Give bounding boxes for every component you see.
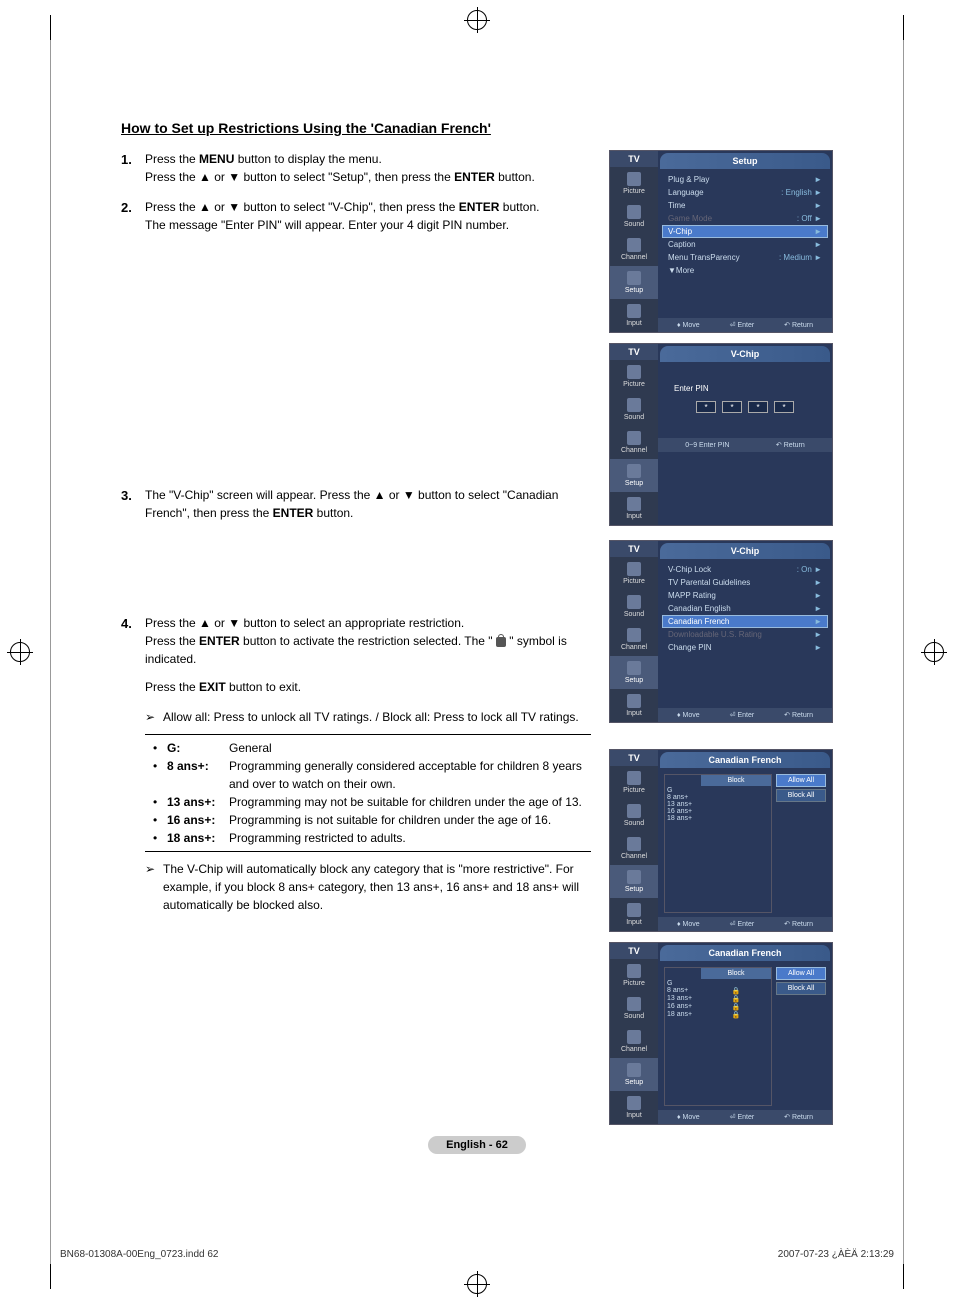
osd-vchip-menu: TV Picture Sound Channel Setup Input V-C… [609,540,833,723]
osd-rating-row: 8 ans+🔒 [665,987,771,995]
block-all-button[interactable]: Block All [776,789,826,802]
lock-icon [496,637,506,647]
osd-rating-row: 16 ans+ [665,808,771,815]
osd-menu-item: Game Mode: Off ► [662,212,828,225]
note-allow-block: ➢ Allow all: Press to unlock all TV rati… [145,708,591,726]
osd-menu-item: MAPP Rating ► [662,589,828,602]
page-number: English - 62 [51,1136,903,1154]
osd-menu-item: Menu TransParency: Medium ► [662,251,828,264]
registration-mark [924,642,944,662]
allow-all-button[interactable]: Allow All [776,774,826,787]
osd-menu-item: Caption ► [662,238,828,251]
osd-rating-row: 18 ans+ [665,815,771,822]
block-all-button[interactable]: Block All [776,982,826,995]
osd-menu-item: Language: English ► [662,186,828,199]
osd-setup: TV Picture Sound Channel Setup Input Set… [609,150,833,333]
osd-menu-item: Time ► [662,199,828,212]
ratings-definitions: •G:General •8 ans+:Programming generally… [145,734,591,852]
registration-mark [10,642,30,662]
step-4: 4. Press the ▲ or ▼ button to select an … [121,614,591,696]
step-3: 3. The "V-Chip" screen will appear. Pres… [121,486,591,522]
osd-menu-item: Canadian English ► [662,602,828,615]
registration-mark [467,10,487,30]
section-title: How to Set up Restrictions Using the 'Ca… [121,120,833,136]
step-1: 1. Press the MENU button to display the … [121,150,591,186]
osd-canadian-french: TV Picture Sound Channel Setup Input Can… [609,749,833,932]
osd-rating-row: 13 ans+ [665,801,771,808]
osd-enter-pin: TV Picture Sound Channel Setup Input V-C… [609,343,833,526]
osd-rating-row: G [665,787,771,794]
note-cascade: ➢ The V-Chip will automatically block an… [145,860,591,914]
osd-menu-item: V-Chip ► [662,225,828,238]
osd-screenshots-column: TV Picture Sound Channel Setup Input Set… [609,150,833,1135]
page-frame: How to Set up Restrictions Using the 'Ca… [50,40,904,1264]
osd-rating-row: 16 ans+🔒 [665,1003,771,1011]
osd-menu-item: TV Parental Guidelines ► [662,576,828,589]
osd-canadian-french-locked: TV Picture Sound Channel Setup Input Can… [609,942,833,1125]
instructions-column: 1. Press the MENU button to display the … [121,150,591,1135]
step-2: 2. Press the ▲ or ▼ button to select "V-… [121,198,591,234]
allow-all-button[interactable]: Allow All [776,967,826,980]
osd-menu-item: V-Chip Lock: On ► [662,563,828,576]
osd-menu-item: Plug & Play ► [662,173,828,186]
registration-mark [467,1274,487,1294]
osd-rating-row: G [665,980,771,987]
osd-rating-row: 18 ans+🔒 [665,1011,771,1019]
osd-rating-row: 13 ans+🔒 [665,995,771,1003]
osd-menu-item: Canadian French ► [662,615,828,628]
osd-menu-item: Change PIN ► [662,641,828,654]
document-footer: BN68-01308A-00Eng_0723.indd 62 2007-07-2… [60,1249,894,1260]
osd-menu-item: Downloadable U.S. Rating ► [662,628,828,641]
osd-rating-row: 8 ans+ [665,794,771,801]
osd-menu-item: ▼More [662,264,828,277]
